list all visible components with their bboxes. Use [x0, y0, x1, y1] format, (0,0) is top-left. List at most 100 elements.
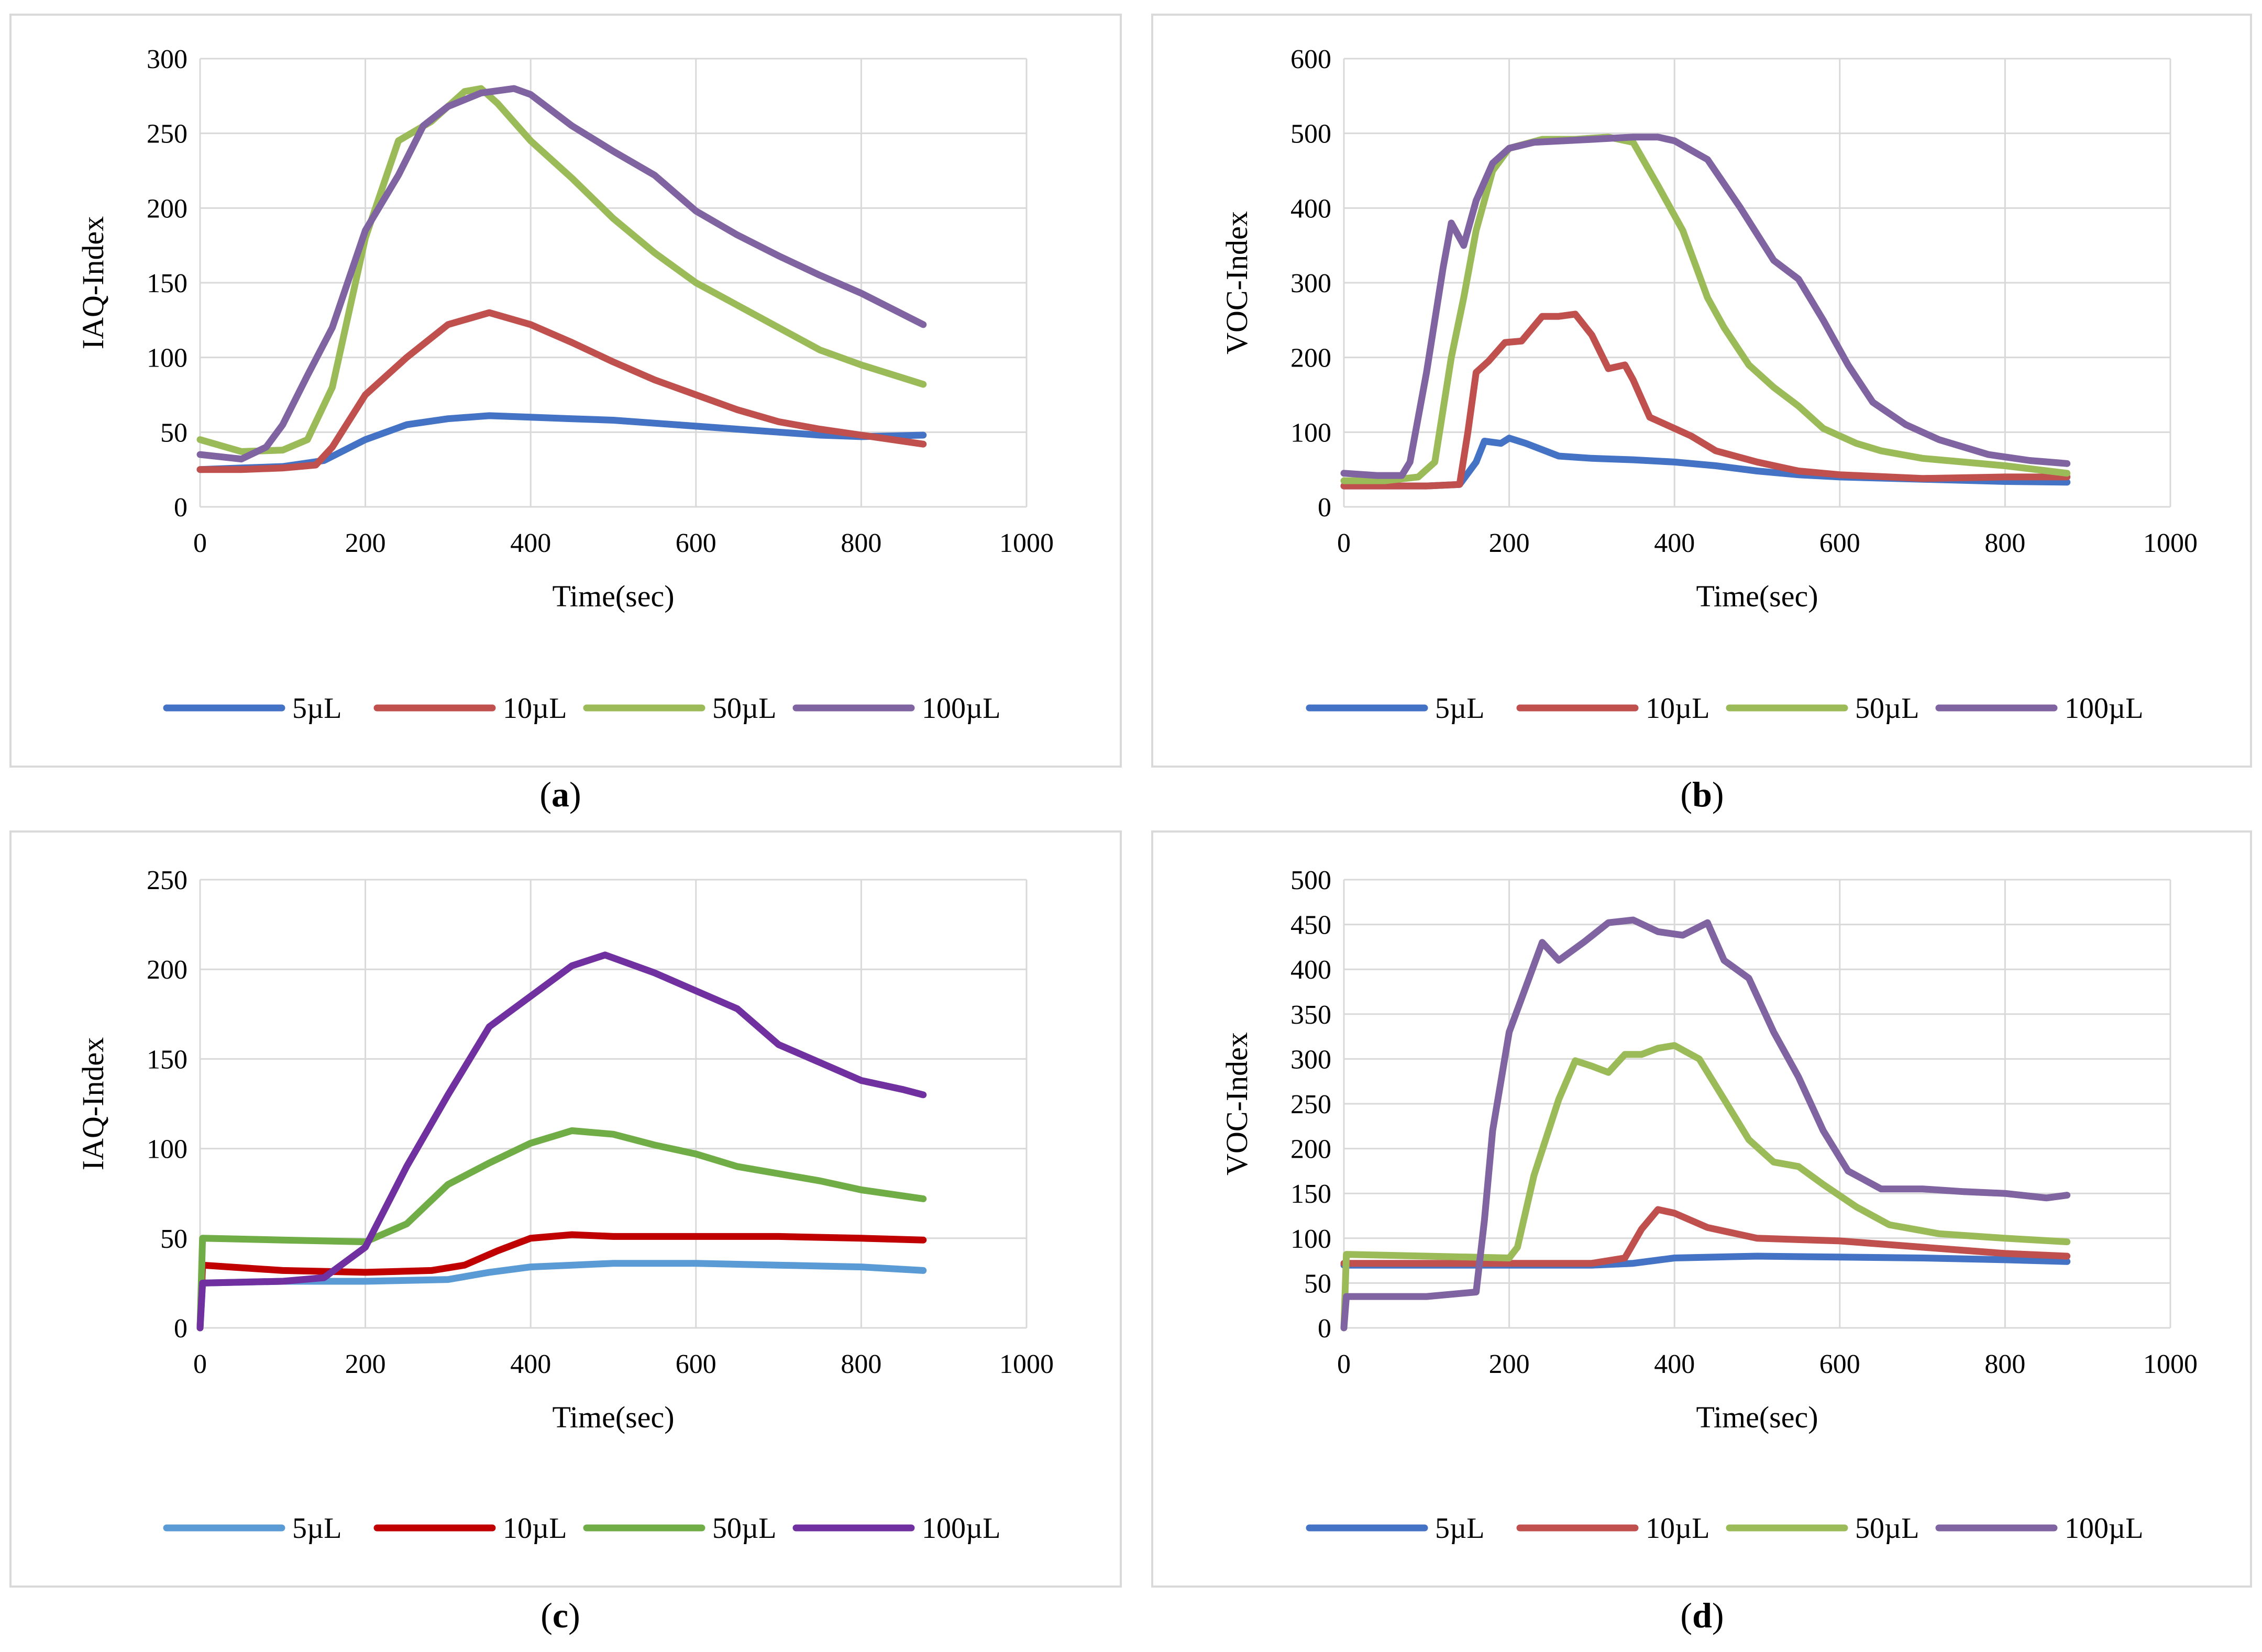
series-line-50µL [1340, 1042, 2071, 1332]
series-line-50µL [196, 85, 927, 455]
y-tick-label: 0 [174, 1314, 187, 1344]
legend-label: 10µL [1646, 692, 1709, 725]
x-tick-label: 600 [1819, 528, 1860, 558]
panel-label: (c) [540, 1595, 580, 1635]
panel-d: 0 50 100 150 200 250 300 350 400 450 500 0 200 400 600… [1151, 830, 2252, 1635]
chart-border [1151, 14, 2252, 768]
legend-label: 10µL [503, 692, 567, 725]
y-tick-label: 500 [1290, 866, 1331, 895]
legend-label: 10µL [1646, 1512, 1709, 1545]
y-tick-label: 100 [147, 1135, 187, 1165]
y-tick-label: 600 [1290, 45, 1331, 74]
x-tick-label: 1000 [2143, 1349, 2198, 1379]
chart-border [9, 830, 1122, 1588]
y-tick-label: 100 [1290, 418, 1331, 448]
y-tick-label: 300 [1290, 269, 1331, 298]
panel-a: 0 50 100 150 200 250 300 0 200 400 600 800 1000 Time(… [9, 14, 1122, 814]
series-line-10µL [196, 1231, 927, 1332]
x-tick-label: 400 [1654, 528, 1695, 558]
series-line-10µL [1340, 311, 2071, 490]
x-axis-title: Time(sec) [1696, 1400, 1818, 1434]
y-tick-label: 200 [147, 955, 187, 985]
y-tick-label: 0 [174, 493, 187, 523]
y-tick-label: 200 [1290, 1135, 1331, 1165]
y-axis-title: VOC-Index [1220, 1032, 1254, 1176]
y-tick-label: 100 [147, 343, 187, 373]
x-tick-label: 800 [841, 528, 881, 558]
x-tick-label: 1000 [2143, 528, 2198, 558]
series-line-50µL [1340, 134, 2071, 484]
legend-label: 100µL [922, 692, 1000, 725]
x-tick-label: 400 [510, 1349, 551, 1379]
series-line-10µL [196, 309, 927, 473]
x-tick-label: 800 [841, 1349, 881, 1379]
y-tick-label: 150 [147, 1045, 187, 1074]
y-tick-label: 400 [1290, 194, 1331, 224]
series-line-50µL [196, 1127, 927, 1332]
y-tick-label: 150 [1290, 1179, 1331, 1209]
panel-b: 0 100 200 300 400 500 600 0 200 400 600 800 1000 Time… [1151, 14, 2252, 814]
y-tick-label: 250 [1290, 1090, 1331, 1119]
legend-label: 5µL [1435, 1512, 1484, 1545]
y-axis-title: IAQ-Index [76, 1037, 110, 1170]
x-axis-title: Time(sec) [1696, 579, 1818, 613]
y-axis-title: IAQ-Index [76, 216, 110, 349]
legend-label: 100µL [2065, 692, 2143, 725]
y-tick-label: 350 [1290, 1000, 1331, 1030]
panel-label: (d) [1680, 1595, 1724, 1635]
series-line-100µL [196, 85, 927, 463]
legend-label: 100µL [922, 1512, 1000, 1545]
legend-label: 5µL [292, 1512, 341, 1545]
x-tick-label: 1000 [999, 1349, 1054, 1379]
y-tick-label: 200 [147, 194, 187, 224]
panel-label: (b) [1680, 774, 1724, 814]
y-tick-label: 50 [1304, 1269, 1331, 1299]
y-tick-label: 400 [1290, 955, 1331, 985]
legend-label: 50µL [1855, 692, 1919, 725]
x-tick-label: 200 [345, 528, 386, 558]
legend-label: 50µL [712, 692, 776, 725]
series-line-100µL [1340, 916, 2071, 1332]
series-line-100µL [196, 951, 927, 1332]
y-axis-title: VOC-Index [1220, 211, 1254, 354]
y-tick-label: 450 [1290, 911, 1331, 940]
x-tick-label: 600 [676, 1349, 716, 1379]
legend-label: 10µL [503, 1512, 567, 1545]
x-tick-label: 0 [1337, 528, 1351, 558]
y-tick-label: 300 [1290, 1045, 1331, 1074]
x-tick-label: 800 [1984, 1349, 2025, 1379]
x-tick-label: 600 [676, 528, 716, 558]
y-tick-label: 500 [1290, 119, 1331, 149]
panel-label: (a) [539, 774, 581, 814]
series-line-100µL [1340, 134, 2071, 479]
y-tick-label: 50 [160, 1224, 187, 1254]
y-tick-label: 0 [1318, 493, 1331, 523]
y-tick-label: 150 [147, 269, 187, 298]
x-tick-label: 400 [510, 528, 551, 558]
x-tick-label: 600 [1819, 1349, 1860, 1379]
panel-c: 0 50 100 150 200 250 0 200 400 600 800 1000 Time(sec… [9, 830, 1122, 1635]
y-tick-label: 250 [147, 866, 187, 895]
chart-border [9, 14, 1122, 768]
y-tick-label: 300 [147, 45, 187, 74]
x-tick-label: 0 [1337, 1349, 1351, 1379]
x-tick-label: 800 [1984, 528, 2025, 558]
x-tick-label: 0 [193, 528, 207, 558]
x-axis-title: Time(sec) [552, 579, 674, 613]
x-tick-label: 400 [1654, 1349, 1695, 1379]
legend-label: 5µL [292, 692, 341, 725]
y-tick-label: 200 [1290, 343, 1331, 373]
x-tick-label: 1000 [999, 528, 1054, 558]
x-tick-label: 200 [345, 1349, 386, 1379]
x-axis-title: Time(sec) [552, 1400, 674, 1434]
legend-label: 5µL [1435, 692, 1484, 725]
y-tick-label: 100 [1290, 1224, 1331, 1254]
y-tick-label: 0 [1318, 1314, 1331, 1344]
x-tick-label: 200 [1489, 528, 1530, 558]
series-line-10µL [1340, 1206, 2071, 1267]
x-tick-label: 200 [1489, 1349, 1530, 1379]
y-tick-label: 250 [147, 119, 187, 149]
y-tick-label: 50 [160, 418, 187, 448]
legend-label: 50µL [1855, 1512, 1919, 1545]
